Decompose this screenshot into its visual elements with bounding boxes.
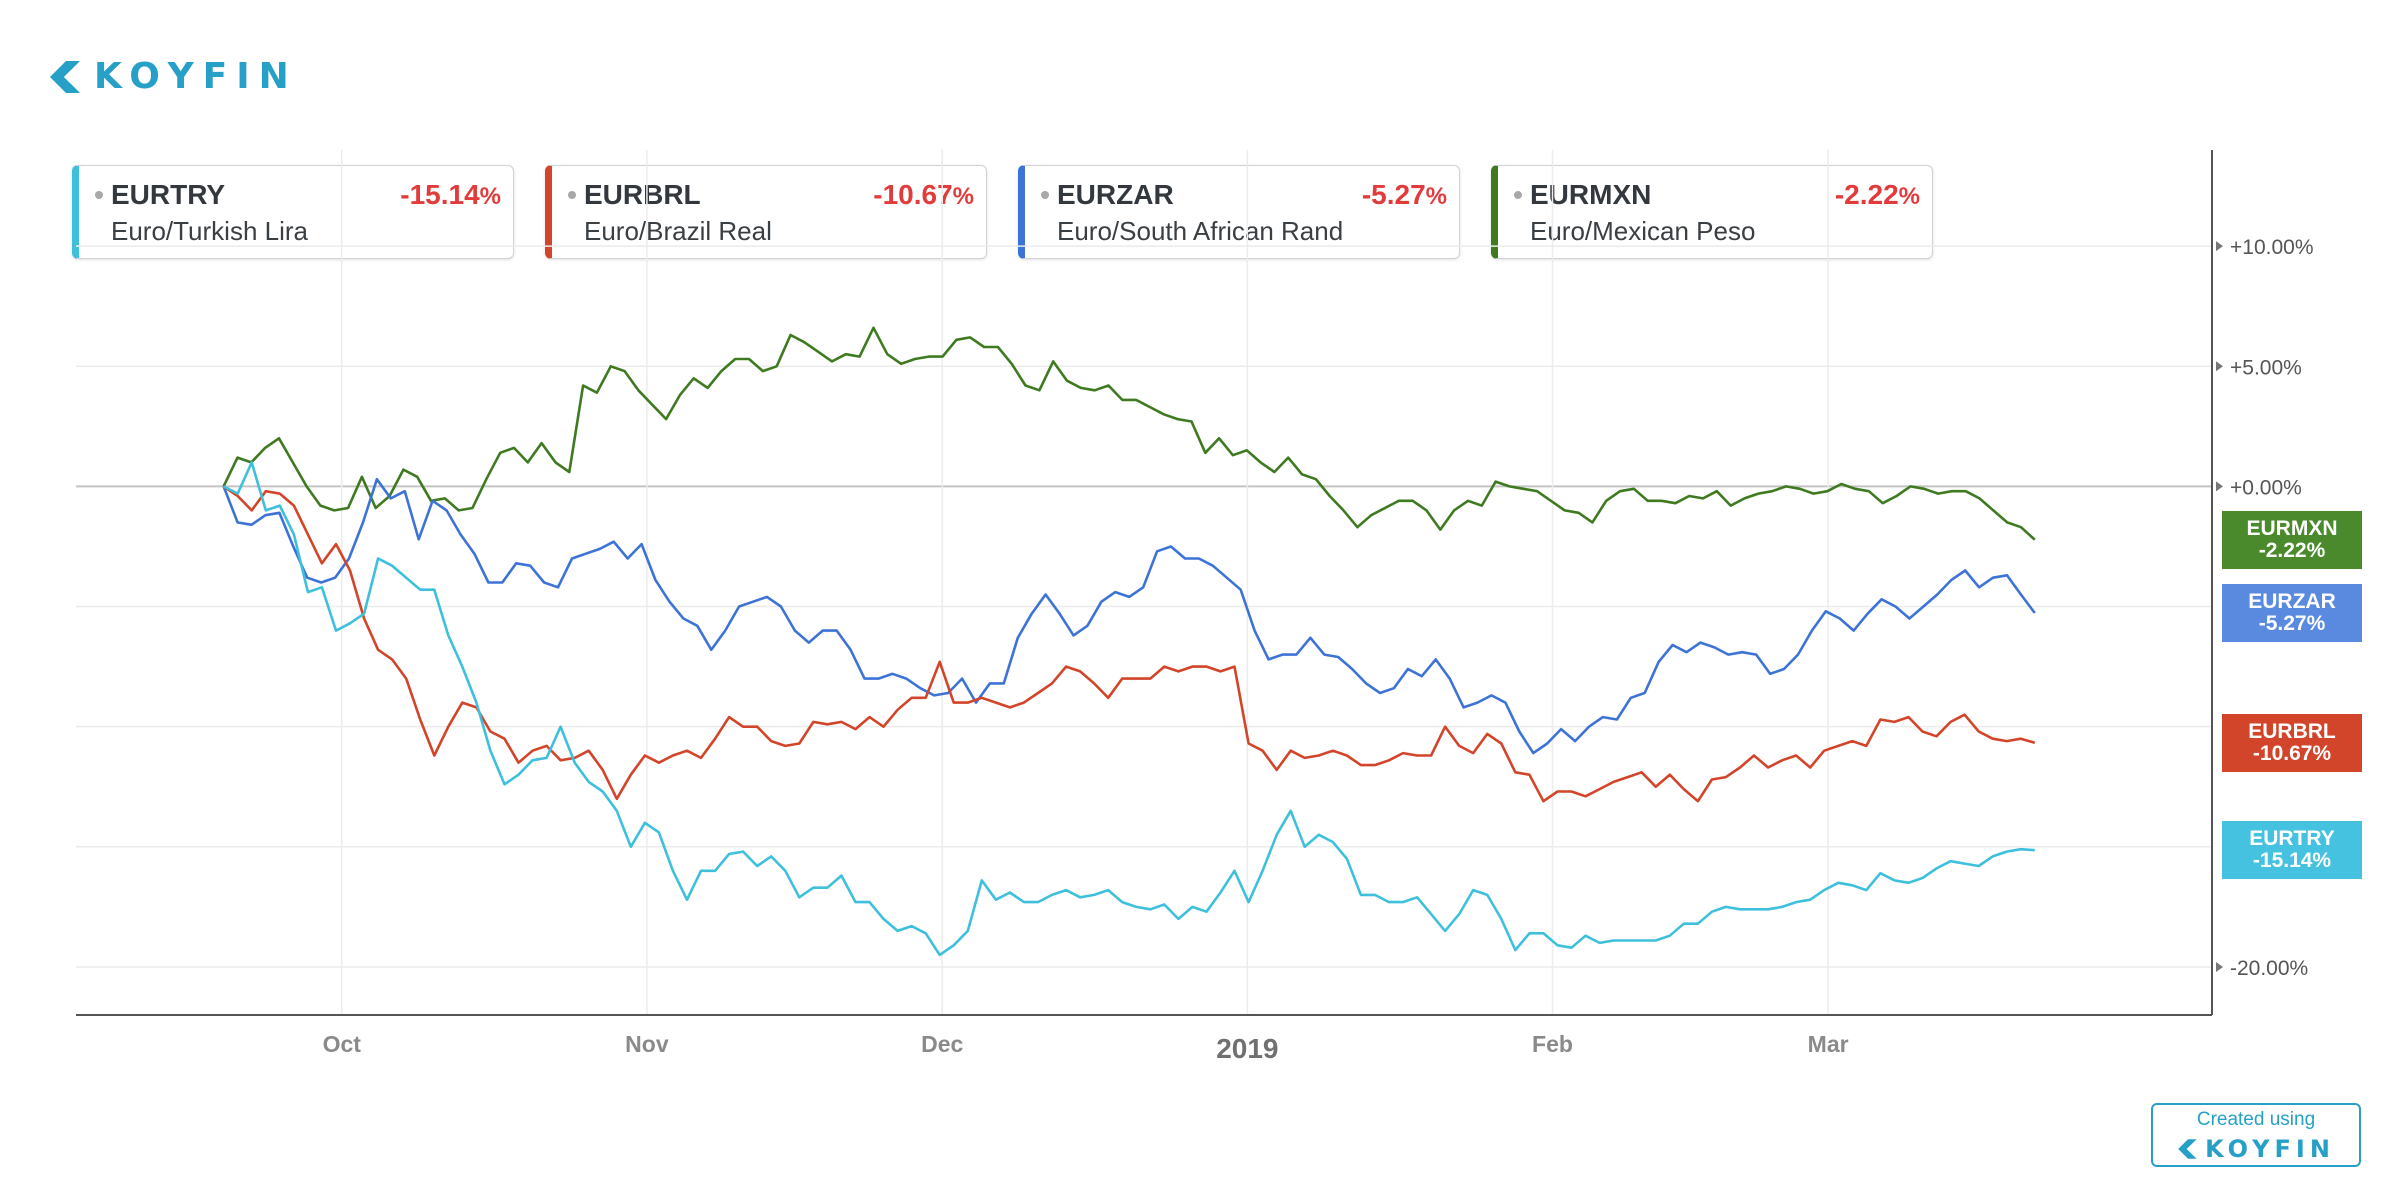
legend-dot	[95, 191, 103, 199]
legend-description: Euro/Brazil Real	[584, 216, 772, 246]
y-tick-marker	[2216, 481, 2223, 492]
y-tick-label: -20.00%	[2230, 957, 2308, 980]
badge-value: -15.14%	[2252, 849, 2332, 872]
x-tick-label: Dec	[921, 1031, 963, 1057]
legend-dot	[1514, 191, 1522, 199]
series-line-eurbrl	[222, 485, 2036, 803]
badge-value: -5.27%	[2258, 612, 2326, 635]
legend-change: -5.27%	[1361, 179, 1447, 210]
koyfin-logo-icon	[50, 60, 80, 93]
legend-description: Euro/Mexican Peso	[1530, 216, 1756, 246]
koyfin-logo: KOYFIN	[48, 56, 298, 97]
legend-card-eurbrl[interactable]: EURBRL -10.67% Euro/Brazil Real	[545, 165, 987, 259]
badge-symbol: EURTRY	[2249, 827, 2335, 850]
series-line-eurzar	[222, 477, 2036, 755]
y-tick-label: +5.00%	[2230, 356, 2302, 379]
y-tick-marker	[2216, 241, 2223, 252]
koyfin-logo-icon	[2178, 1139, 2197, 1159]
legend-card-eurzar[interactable]: EURZAR -5.27% Euro/South African Rand	[1018, 165, 1460, 259]
badge-eurzar: EURZAR -5.27%	[2222, 584, 2362, 642]
legend-dot	[568, 191, 576, 199]
created-using-label: Created using	[2196, 1109, 2316, 1130]
legend-symbol: EURZAR	[1057, 179, 1174, 210]
x-tick-label: Nov	[625, 1031, 669, 1057]
series-line-eurtry	[223, 461, 2035, 957]
y-tick-label: +0.00%	[2230, 476, 2302, 499]
y-tick-marker	[2216, 361, 2223, 372]
y-tick-marker	[2216, 961, 2223, 972]
badge-value: -10.67%	[2252, 742, 2332, 765]
legend-change: -2.22%	[1834, 179, 1920, 210]
badge-symbol: EURBRL	[2248, 720, 2336, 743]
legend-symbol: EURBRL	[584, 179, 701, 210]
legend-dot	[1041, 191, 1049, 199]
x-tick-label: 2019	[1216, 1033, 1278, 1064]
legend-description: Euro/South African Rand	[1057, 216, 1344, 246]
x-tick-label: Mar	[1808, 1031, 1849, 1057]
x-tick-label: Feb	[1532, 1031, 1573, 1057]
x-tick-label: Oct	[323, 1031, 362, 1057]
y-tick-label: +10.00%	[2230, 236, 2314, 259]
badge-symbol: EURZAR	[2248, 590, 2336, 613]
badge-value: -2.22%	[2258, 539, 2326, 562]
badge-eurmxn: EURMXN -2.22%	[2222, 511, 2362, 569]
legend-card-eurmxn[interactable]: EURMXN -2.22% Euro/Mexican Peso	[1491, 165, 1933, 259]
koyfin-logo-text: KOYFIN	[94, 56, 298, 97]
legend-description: Euro/Turkish Lira	[111, 216, 308, 246]
series-line-eurmxn	[222, 326, 2036, 541]
created-using-koyfin-link[interactable]: Created using KOYFIN	[2151, 1103, 2361, 1167]
legend-symbol: EURTRY	[111, 179, 226, 210]
legend-symbol: EURMXN	[1530, 179, 1652, 210]
legend-change: -10.67%	[873, 179, 974, 210]
legend-card-eurtry[interactable]: EURTRY -15.14% Euro/Turkish Lira	[72, 165, 514, 259]
created-using-brand: KOYFIN	[2205, 1135, 2335, 1163]
badge-symbol: EURMXN	[2246, 517, 2338, 540]
badge-eurbrl: EURBRL -10.67%	[2222, 714, 2362, 772]
legend-change: -15.14%	[400, 179, 501, 210]
badge-eurtry: EURTRY -15.14%	[2222, 821, 2362, 879]
